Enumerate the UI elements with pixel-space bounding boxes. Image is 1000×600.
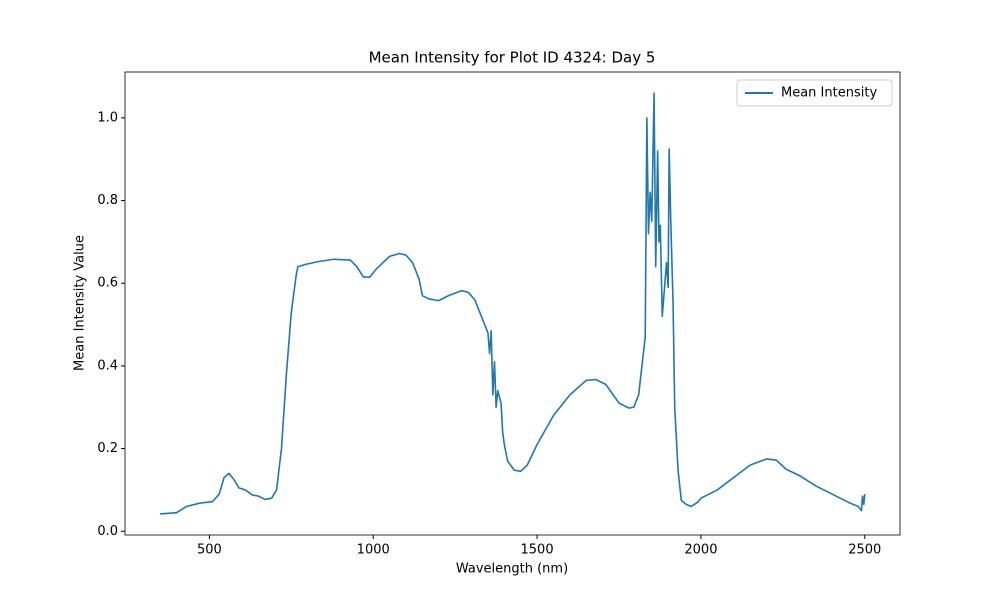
- plot-frame: [124, 71, 901, 536]
- legend-label: Mean Intensity: [781, 86, 877, 101]
- y-tick-label: 0.0: [97, 524, 118, 539]
- x-tick-label: 500: [197, 543, 222, 558]
- x-tick-label: 2500: [848, 543, 881, 558]
- y-tick-label: 0.8: [97, 193, 118, 208]
- x-tick-label: 1000: [357, 543, 390, 558]
- y-axis-label: Mean Intensity Value: [73, 235, 88, 371]
- y-tick-label: 0.6: [97, 276, 118, 291]
- y-tick-label: 1.0: [97, 110, 118, 125]
- data-line: [160, 92, 866, 515]
- chart-title: Mean Intensity for Plot ID 4324: Day 5: [369, 49, 656, 67]
- x-tick-label: 1500: [521, 543, 554, 558]
- x-axis-label: Wavelength (nm): [456, 562, 568, 577]
- y-tick-label: 0.2: [97, 441, 118, 456]
- y-tick-label: 0.4: [97, 358, 118, 373]
- x-tick-label: 2000: [684, 543, 717, 558]
- legend-box: [736, 79, 893, 107]
